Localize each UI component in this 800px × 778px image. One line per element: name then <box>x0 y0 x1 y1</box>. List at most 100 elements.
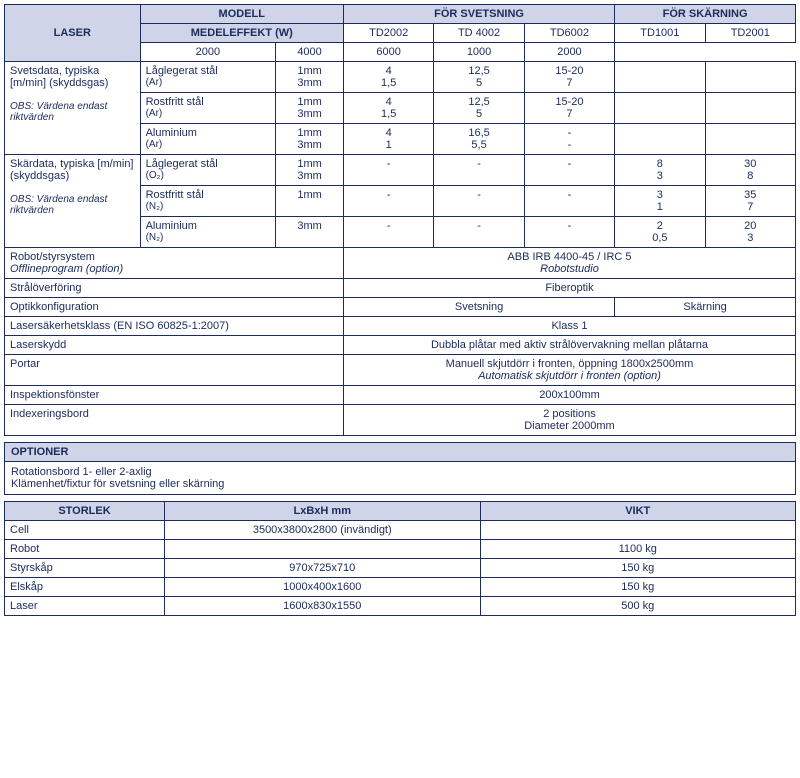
value-cell: - <box>343 186 433 217</box>
medeleffekt-header: MEDELEFFEKT (W) <box>140 24 343 43</box>
spec-value: 200x100mm <box>343 386 795 405</box>
power-cell: 6000 <box>343 43 433 62</box>
value-cell: - <box>434 186 524 217</box>
storlek-value <box>480 521 796 540</box>
option-line: Klämenhet/fixtur för svetsning eller skä… <box>11 478 789 490</box>
storlek-value <box>165 540 481 559</box>
storlek-value: 500 kg <box>480 597 796 616</box>
value-cell <box>705 124 795 155</box>
spec-row: LaserskyddDubbla plåtar med aktiv strålö… <box>5 336 796 355</box>
value-cell: 31 <box>615 186 705 217</box>
value-cell: 16,55,5 <box>434 124 524 155</box>
material-cell: Aluminium(N₂) <box>140 217 276 248</box>
option-line: Rotationsbord 1- eller 2-axlig <box>11 466 789 478</box>
material-row: Svetsdata, typiska [m/min] (skyddsgas)OB… <box>5 62 796 93</box>
storlek-row: Cell3500x3800x2800 (invändigt) <box>5 521 796 540</box>
model-cell: TD1001 <box>615 24 705 43</box>
value-cell: 12,55 <box>434 93 524 124</box>
value-cell: 20,5 <box>615 217 705 248</box>
value-cell: 15-207 <box>524 93 614 124</box>
storlek-value: 1000x400x1600 <box>165 578 481 597</box>
spec-row: Inspektionsfönster200x100mm <box>5 386 796 405</box>
thickness-cell: 1mm3mm <box>276 62 344 93</box>
model-cell: TD2001 <box>705 24 795 43</box>
storlek-label: Robot <box>5 540 165 559</box>
thickness-cell: 1mm <box>276 186 344 217</box>
optioner-body: Rotationsbord 1- eller 2-axlig Klämenhet… <box>4 462 796 495</box>
model-cell: TD6002 <box>524 24 614 43</box>
storlek-value: 1600x830x1550 <box>165 597 481 616</box>
spec-value: Fiberoptik <box>343 279 795 298</box>
section-label: Svetsdata, typiska [m/min] (skyddsgas)OB… <box>5 62 141 155</box>
modell-header: MODELL <box>140 5 343 24</box>
storlek-value: 1100 kg <box>480 540 796 559</box>
spec-label: Strålöverföring <box>5 279 344 298</box>
value-cell: - <box>434 155 524 186</box>
spec-label: Indexeringsbord <box>5 405 344 436</box>
power-cell: 2000 <box>524 43 614 62</box>
value-cell: 203 <box>705 217 795 248</box>
spec-row: Indexeringsbord2 positionsDiameter 2000m… <box>5 405 796 436</box>
storlek-row: Laser1600x830x1550500 kg <box>5 597 796 616</box>
spec-label: Optikkonfiguration <box>5 298 344 317</box>
value-cell: - <box>434 217 524 248</box>
vikt-hdr: VIKT <box>480 502 796 521</box>
storlek-label: Styrskåp <box>5 559 165 578</box>
spec-value: Dubbla plåtar med aktiv strålövervakning… <box>343 336 795 355</box>
model-cell: TD2002 <box>343 24 433 43</box>
spec-row: OptikkonfigurationSvetsningSkärning <box>5 298 796 317</box>
value-cell: - <box>524 155 614 186</box>
value-cell <box>705 93 795 124</box>
material-cell: Låglegerat stål(Ar) <box>140 62 276 93</box>
value-cell <box>615 124 705 155</box>
material-cell: Rostfritt stål(N₂) <box>140 186 276 217</box>
spec-value-right: Skärning <box>615 298 796 317</box>
main-spec-table: LASER MODELL FÖR SVETSNING FÖR SKÄRNING … <box>4 4 796 436</box>
value-cell <box>705 62 795 93</box>
value-cell: - <box>524 217 614 248</box>
material-cell: Rostfritt stål(Ar) <box>140 93 276 124</box>
storlek-label: Cell <box>5 521 165 540</box>
material-cell: Aluminium(Ar) <box>140 124 276 155</box>
value-cell: - <box>343 155 433 186</box>
optioner-section: OPTIONER Rotationsbord 1- eller 2-axlig … <box>4 442 796 495</box>
storlek-value: 970x725x710 <box>165 559 481 578</box>
spec-value: ABB IRB 4400-45 / IRC 5Robotstudio <box>343 248 795 279</box>
thickness-cell: 1mm3mm <box>276 93 344 124</box>
storlek-value: 3500x3800x2800 (invändigt) <box>165 521 481 540</box>
section-label: Skärdata, typiska [m/min] (skyddsgas)OBS… <box>5 155 141 248</box>
thickness-cell: 1mm3mm <box>276 124 344 155</box>
value-cell: 83 <box>615 155 705 186</box>
spec-value: Manuell skjutdörr i fronten, öppning 180… <box>343 355 795 386</box>
spec-label: Laserskydd <box>5 336 344 355</box>
spec-label: Portar <box>5 355 344 386</box>
thickness-cell: 3mm <box>276 217 344 248</box>
spec-row: StrålöverföringFiberoptik <box>5 279 796 298</box>
value-cell: 41 <box>343 124 433 155</box>
value-cell: 41,5 <box>343 62 433 93</box>
material-row: Skärdata, typiska [m/min] (skyddsgas)OBS… <box>5 155 796 186</box>
storlek-row: Styrskåp970x725x710150 kg <box>5 559 796 578</box>
spec-row: PortarManuell skjutdörr i fronten, öppni… <box>5 355 796 386</box>
value-cell: 308 <box>705 155 795 186</box>
cutting-header: FÖR SKÄRNING <box>615 5 796 24</box>
storlek-row: Robot 1100 kg <box>5 540 796 559</box>
value-cell: - <box>524 186 614 217</box>
material-cell: Låglegerat stål(O₂) <box>140 155 276 186</box>
optioner-header: OPTIONER <box>4 442 796 462</box>
model-cell: TD 4002 <box>434 24 524 43</box>
value-cell: 41,5 <box>343 93 433 124</box>
value-cell: - <box>343 217 433 248</box>
thickness-cell: 1mm3mm <box>276 155 344 186</box>
spec-value-left: Svetsning <box>343 298 614 317</box>
lxbxh-hdr: LxBxH mm <box>165 502 481 521</box>
value-cell: 12,55 <box>434 62 524 93</box>
value-cell: 357 <box>705 186 795 217</box>
storlek-row: Elskåp1000x400x1600150 kg <box>5 578 796 597</box>
value-cell: 15-207 <box>524 62 614 93</box>
spec-label: Inspektionsfönster <box>5 386 344 405</box>
spec-label: Robot/styrsystemOfflineprogram (option) <box>5 248 344 279</box>
spec-value: 2 positionsDiameter 2000mm <box>343 405 795 436</box>
value-cell: -- <box>524 124 614 155</box>
spec-row: Robot/styrsystemOfflineprogram (option)A… <box>5 248 796 279</box>
